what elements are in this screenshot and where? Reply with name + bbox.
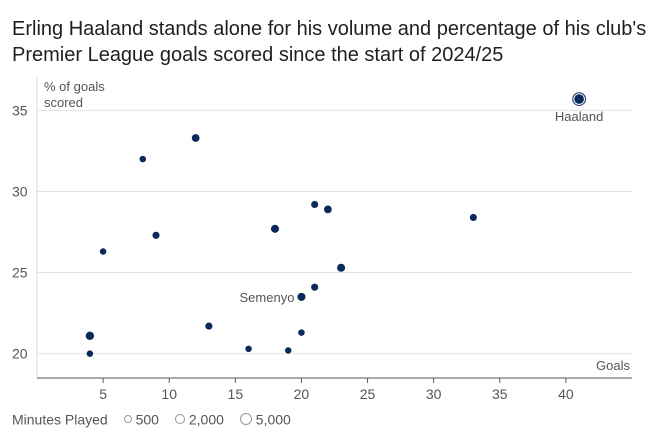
grid-lines [37,109,632,355]
axes: 20 25 30 35 % of goals scored 5 10 15 20 25 30 35 40 G… [12,78,632,402]
x-tick-label: 10 [161,386,177,402]
x-tick-label: 40 [558,386,574,402]
data-point [469,213,477,222]
data-point [311,283,319,291]
y-tick-label: 35 [12,102,28,118]
point-label-haaland: Haaland [555,109,603,124]
data-point [270,224,280,233]
data-point [99,248,107,255]
x-tick-label: 5 [99,386,107,402]
data-point [85,331,95,341]
data-point [311,200,319,209]
legend-item-500: 500 [135,411,159,428]
data-point [324,205,332,214]
y-axis-label: % of goals scored [44,79,105,110]
legend-circle-large [239,413,252,426]
data-points [85,92,586,357]
data-point [574,94,584,104]
x-tick-label: 35 [492,386,508,402]
data-point [298,329,305,336]
y-tick-label: 25 [12,265,28,281]
data-point [139,155,147,163]
legend-item-2000: 2,000 [188,411,224,428]
legend-circle-small [123,415,132,424]
data-point [86,350,94,357]
data-point [337,263,346,272]
x-tick-label: 15 [228,386,244,402]
annotations: Haaland Semenyo [240,109,604,305]
legend: Minutes Played 500 2,000 5,000 [12,410,291,427]
x-tick-label: 30 [426,386,442,402]
y-tick-label: 20 [12,346,28,362]
data-point [152,231,160,239]
legend-item-5000: 5,000 [255,411,291,428]
x-axis-label: Goals [596,358,630,373]
data-point [205,322,213,330]
data-point [297,292,306,301]
legend-circle-medium [174,414,185,425]
data-point [284,347,292,354]
highlight-ring [572,92,586,106]
x-tick-label: 25 [360,386,376,402]
data-point [245,345,252,353]
legend-title: Minutes Played [12,411,108,428]
chart-title: Erling Haaland stands alone for his volu… [12,18,647,66]
data-point [191,134,200,142]
point-label-semenyo: Semenyo [240,290,295,305]
x-tick-label: 20 [294,386,310,402]
y-tick-label: 30 [12,184,28,200]
